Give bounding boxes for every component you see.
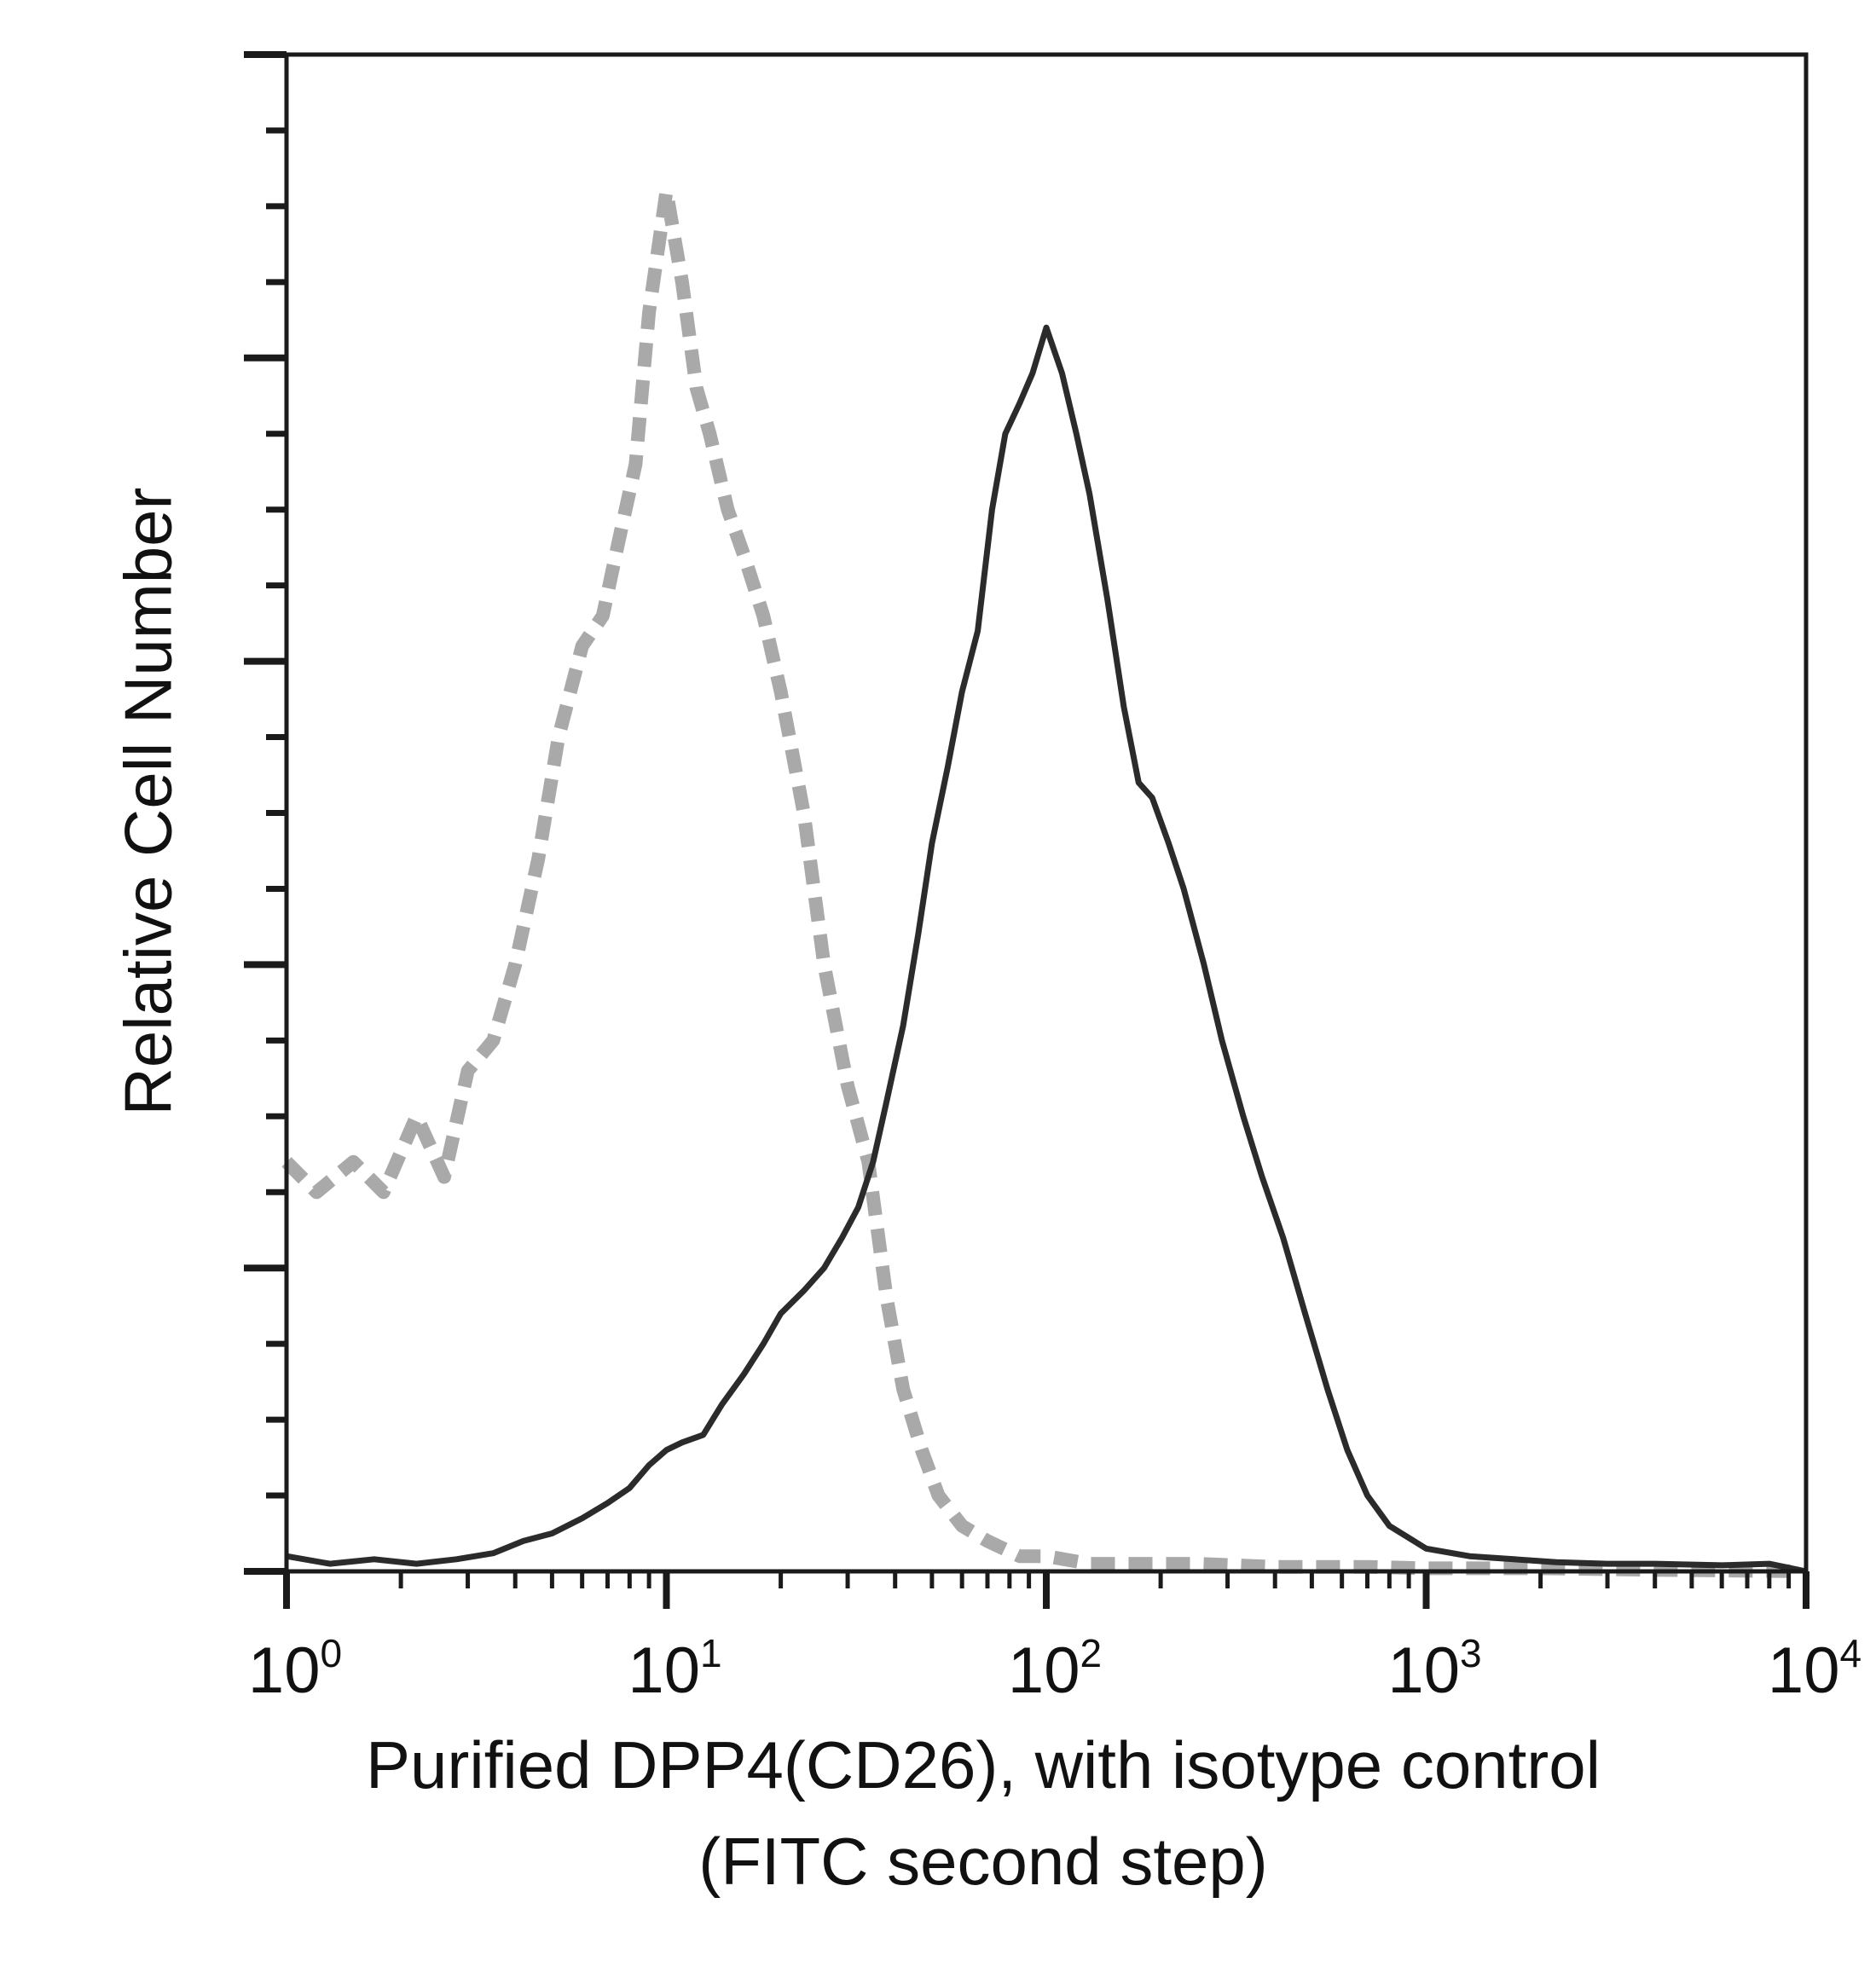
x-axis-tick-labels: 100 101 102 103 104 — [248, 1631, 1862, 1707]
x-tick-label: 101 — [628, 1631, 721, 1707]
x-tick-label: 103 — [1387, 1631, 1481, 1707]
x-axis-title-line-1: Purified DPP4(CD26), with isotype contro… — [366, 1727, 1601, 1802]
x-tick-label: 100 — [248, 1631, 342, 1707]
x-axis-title-line-2: (FITC second step) — [698, 1824, 1268, 1899]
y-axis-title: Relative Cell Number — [111, 488, 186, 1116]
x-axis-ticks — [283, 1571, 1809, 1609]
isotype-control-histogram-line — [281, 184, 1807, 1578]
histogram-series — [281, 184, 1807, 1578]
x-tick-label: 104 — [1768, 1631, 1862, 1707]
y-axis-ticks — [244, 51, 287, 1575]
x-tick-label: 102 — [1008, 1631, 1102, 1707]
dpp4-cd26-histogram-line — [286, 324, 1807, 1575]
